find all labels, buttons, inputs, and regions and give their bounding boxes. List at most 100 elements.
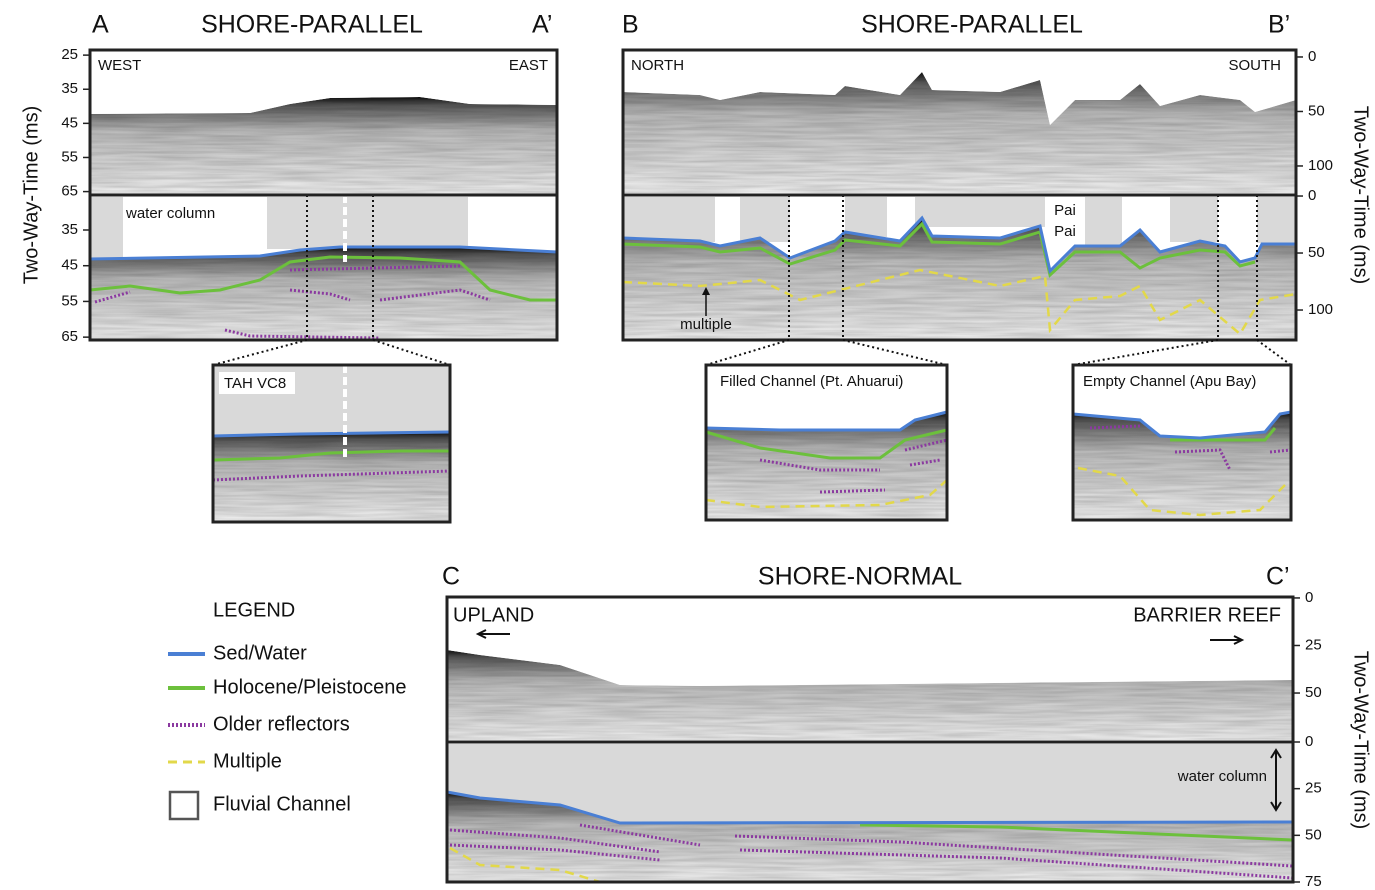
seismic [623,72,1296,193]
seafloor-line [705,410,948,432]
multiple-line [705,479,948,509]
tick-label: 100 [1308,157,1333,174]
tick-label: 65 [61,183,78,200]
tick-label: 0 [1308,48,1316,65]
water-column [915,197,1045,227]
seafloor-line [89,245,558,261]
tick-label: 50 [1305,684,1322,701]
holocene-line [1170,427,1277,442]
legend-item: Older reflectors [213,713,350,735]
multiple-line [449,846,601,884]
place-label: Pai [1054,202,1076,219]
legend-item: Fluvial Channel [213,793,351,815]
water-column [1257,197,1296,243]
seismic [447,650,1293,740]
arrow [475,629,510,639]
panel-letter: A [92,11,109,39]
holocene-line [622,221,1256,278]
water-column [1170,197,1218,242]
panel-letter: A’ [532,11,552,39]
seismic [706,412,947,520]
tick-label: 45 [61,114,78,131]
place-label: Pai [1054,223,1076,240]
inset-frame [1071,363,1293,522]
direction-label: SOUTH [1229,57,1282,74]
tick-label: 25 [1305,780,1322,797]
tick-label: 50 [1308,244,1325,261]
water-column [267,197,468,249]
holocene-line [212,449,450,462]
water-label: water column [125,205,215,222]
arrow [1270,748,1282,812]
seafloor-line [212,430,451,438]
older-reflector [759,438,948,494]
panel-c: C SHORE-NORMAL C’ Two-Way-Time (ms) UPLA… [442,563,1372,884]
inset-label: Filled Channel (Pt. Ahuarui) [720,373,903,390]
tick-label: 35 [61,221,78,238]
axis-title: Two-Way-Time (ms) [20,106,42,285]
older-reflector [212,469,451,482]
tick-label: 25 [1305,636,1322,653]
water-label: water column [1177,768,1267,785]
inset-frame [704,363,949,522]
tick-label: 0 [1305,733,1313,750]
panel-letter: B [622,11,639,39]
panel-title: SHORE-NORMAL [758,563,962,591]
seafloor-line [446,790,1294,825]
panel-letter: B’ [1268,11,1290,39]
legend-title: LEGEND [213,599,295,621]
water-columns [623,197,1296,245]
arrow [1210,635,1245,645]
frame [445,595,1295,884]
inset-frame [211,363,452,524]
legend-item: Sed/Water [213,642,307,664]
water-column [740,197,790,242]
inset-label: Empty Channel (Apu Bay) [1083,373,1256,390]
water-column [845,197,887,237]
legend: LEGEND Sed/Water Holocene/Pleistocene Ol… [168,599,406,821]
zoom-line [705,339,790,366]
panel-title: SHORE-PARALLEL [861,11,1083,39]
seismic [213,432,450,522]
water-column [447,744,1293,823]
arrow-head [702,287,710,295]
water-column [623,197,715,242]
tick-label: 50 [1308,102,1325,119]
tick-label: 75 [1305,873,1322,890]
water-column [1085,197,1122,245]
direction-label: WEST [98,57,141,74]
legend-item: Holocene/Pleistocene [213,676,406,698]
direction-label: EAST [509,57,548,74]
tick-label: 50 [1305,826,1322,843]
tick-label: 45 [61,257,78,274]
direction-label: UPLAND [453,604,534,626]
panel-a: A SHORE-PARALLEL A’ Two-Way-Time (ms) WE… [20,11,559,524]
older-reflector [449,823,1294,880]
direction-label: BARRIER REEF [1133,604,1281,626]
tick-label: 0 [1308,187,1316,204]
holocene-line [89,255,557,302]
panel-b: B SHORE-PARALLEL B’ Two-Way-Time (ms) NO… [621,11,1372,522]
water-column [90,197,123,259]
multiple-label: multiple [680,316,732,333]
seafloor-line [1072,410,1292,440]
inset-label: TAH VC8 [224,375,286,392]
holocene-line [859,823,1294,842]
zoom-line [1072,339,1219,366]
older-reflector [1089,424,1292,471]
tick-label: 55 [61,148,78,165]
holocene-line [705,428,948,460]
label-bg [219,372,295,394]
seafloor-line [622,215,1296,274]
zoom-line [372,339,451,366]
zoom-line [212,339,308,366]
legend-swatch [168,790,200,821]
direction-label: NORTH [631,57,684,74]
tick-label: 0 [1305,589,1313,606]
tick-label: 65 [61,328,78,345]
older-reflector [94,264,491,340]
zoom-line [1256,339,1292,366]
panel-title: SHORE-PARALLEL [201,11,423,39]
tick-label: 100 [1308,301,1333,318]
